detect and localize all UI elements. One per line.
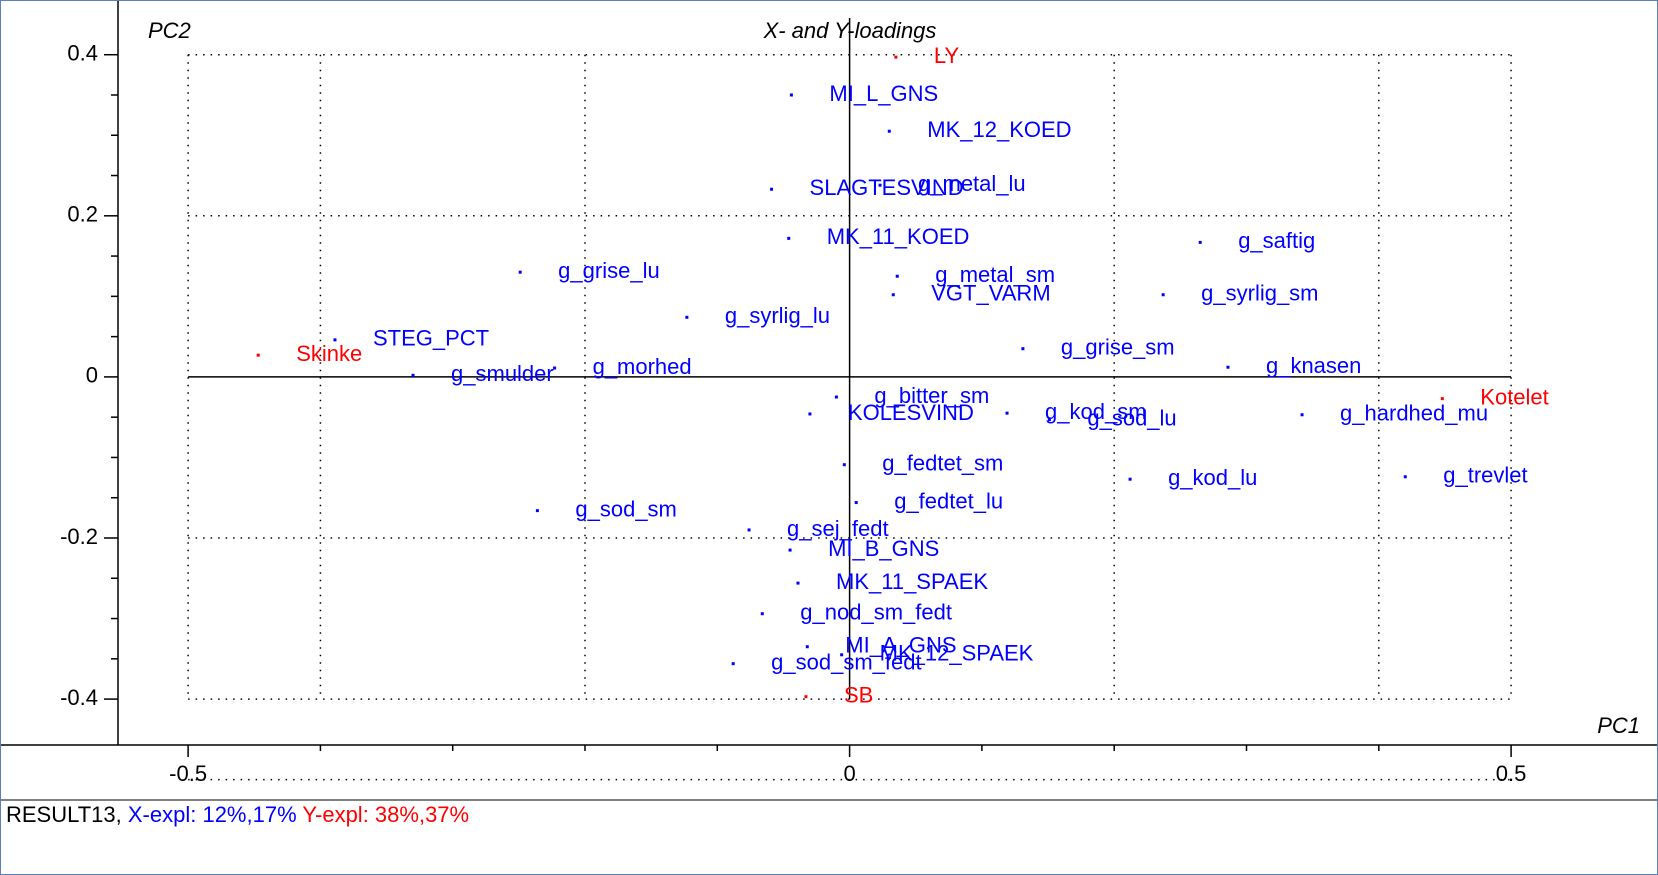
point [887,129,891,133]
point [411,373,415,377]
x-axis-label: PC1 [1597,713,1640,738]
point [878,183,882,187]
point [895,274,899,278]
point-label: g_knasen [1266,353,1361,378]
point [834,395,838,399]
point [1005,411,1009,415]
x-tick-label: -0.5 [169,761,207,786]
point [256,353,260,357]
point-label: Kotelet [1480,384,1549,409]
point-label: KOLESVIND [848,400,974,425]
point [1161,293,1165,297]
point [770,187,774,191]
point-label: MK_11_SPAEK [836,569,988,594]
point-label: g_syrlig_lu [725,303,830,328]
point-label: g_sod_lu [1087,405,1176,430]
y-tick-label: 0.2 [67,202,98,227]
point [842,463,846,467]
point-label: g_grise_lu [558,258,660,283]
point [1128,477,1132,481]
point-label: SB [844,682,873,707]
footer-y-expl: Y-expl: 38%,37% [302,802,469,827]
point [1440,397,1444,401]
point-label: MI_A_GNS [845,633,956,658]
point-label: Skinke [296,341,362,366]
point-label: MK_12_SPAEK [880,641,1034,666]
point-label: MI_L_GNS [829,81,938,106]
y-tick-label: 0.4 [67,41,98,66]
point-label: VGT_VARM [931,281,1050,306]
point-label: g_bitter_sm [874,383,989,408]
point-label: MK_12_KOED [927,117,1071,142]
point-label: STEG_PCT [373,326,489,351]
x-tick-label: 0.5 [1496,761,1527,786]
point [685,315,689,319]
point-label: g_kod_sm [1045,399,1147,424]
point-label: g_sod_sm_fedt [771,649,921,674]
point-label: MK_11_KOED [827,224,970,249]
footer-name: RESULT13, [6,802,122,827]
point [787,236,791,240]
point [808,412,812,416]
footer-x-expl: X-expl: 12%,17% [128,802,297,827]
point [894,55,898,59]
point [760,612,764,616]
y-tick-label: -0.2 [60,524,98,549]
point [1403,475,1407,479]
point-label: g_saftig [1238,228,1315,253]
point [789,93,793,97]
point-label: g_syrlig_sm [1201,281,1318,306]
point [1047,418,1051,422]
point [805,645,809,649]
point-label: g_sod_sm [575,496,677,521]
point [796,581,800,585]
point [333,338,337,342]
point [1226,365,1230,369]
point-label: g_grise_sm [1061,335,1175,360]
point-label: g_morhed [593,354,692,379]
y-tick-label: -0.4 [60,685,98,710]
point [854,501,858,505]
point [518,270,522,274]
point [804,695,808,699]
point-label: SLAGTESVIND [810,175,964,200]
point-label: LY [934,43,960,68]
point [1198,240,1202,244]
point-label: g_nod_sm_fedt [800,600,952,625]
point [1300,413,1304,417]
point-label: g_kod_lu [1168,465,1257,490]
y-tick-label: 0 [86,363,98,388]
point [553,366,557,370]
point-label: g_hardhed_mu [1340,401,1488,426]
point-label: g_trevlet [1443,463,1527,488]
point-label: g_fedtet_sm [882,451,1003,476]
point-label: g_sej_fedt [787,516,889,541]
point [747,528,751,532]
point [731,662,735,666]
point-label: g_smulder [451,361,554,386]
point-label: g_metal_lu [918,171,1026,196]
plot-area: -0.5 0 0.5 0.4 0.2 0 -0.2 -0.4 MI_L_GNS MK_12_KOE… [60,18,1549,786]
point [840,653,844,657]
point-label: g_fedtet_lu [894,488,1003,513]
point-label: g_metal_sm [935,262,1055,287]
point [788,548,792,552]
footer: RESULT13, X-expl: 12%,17% Y-expl: 38%,37… [6,802,469,827]
y-axis-label: PC2 [148,18,191,43]
point-label: MI_B_GNS [828,536,939,561]
point [1021,347,1025,351]
point [891,293,895,297]
point [535,509,539,513]
x-tick-label: 0 [843,761,855,786]
